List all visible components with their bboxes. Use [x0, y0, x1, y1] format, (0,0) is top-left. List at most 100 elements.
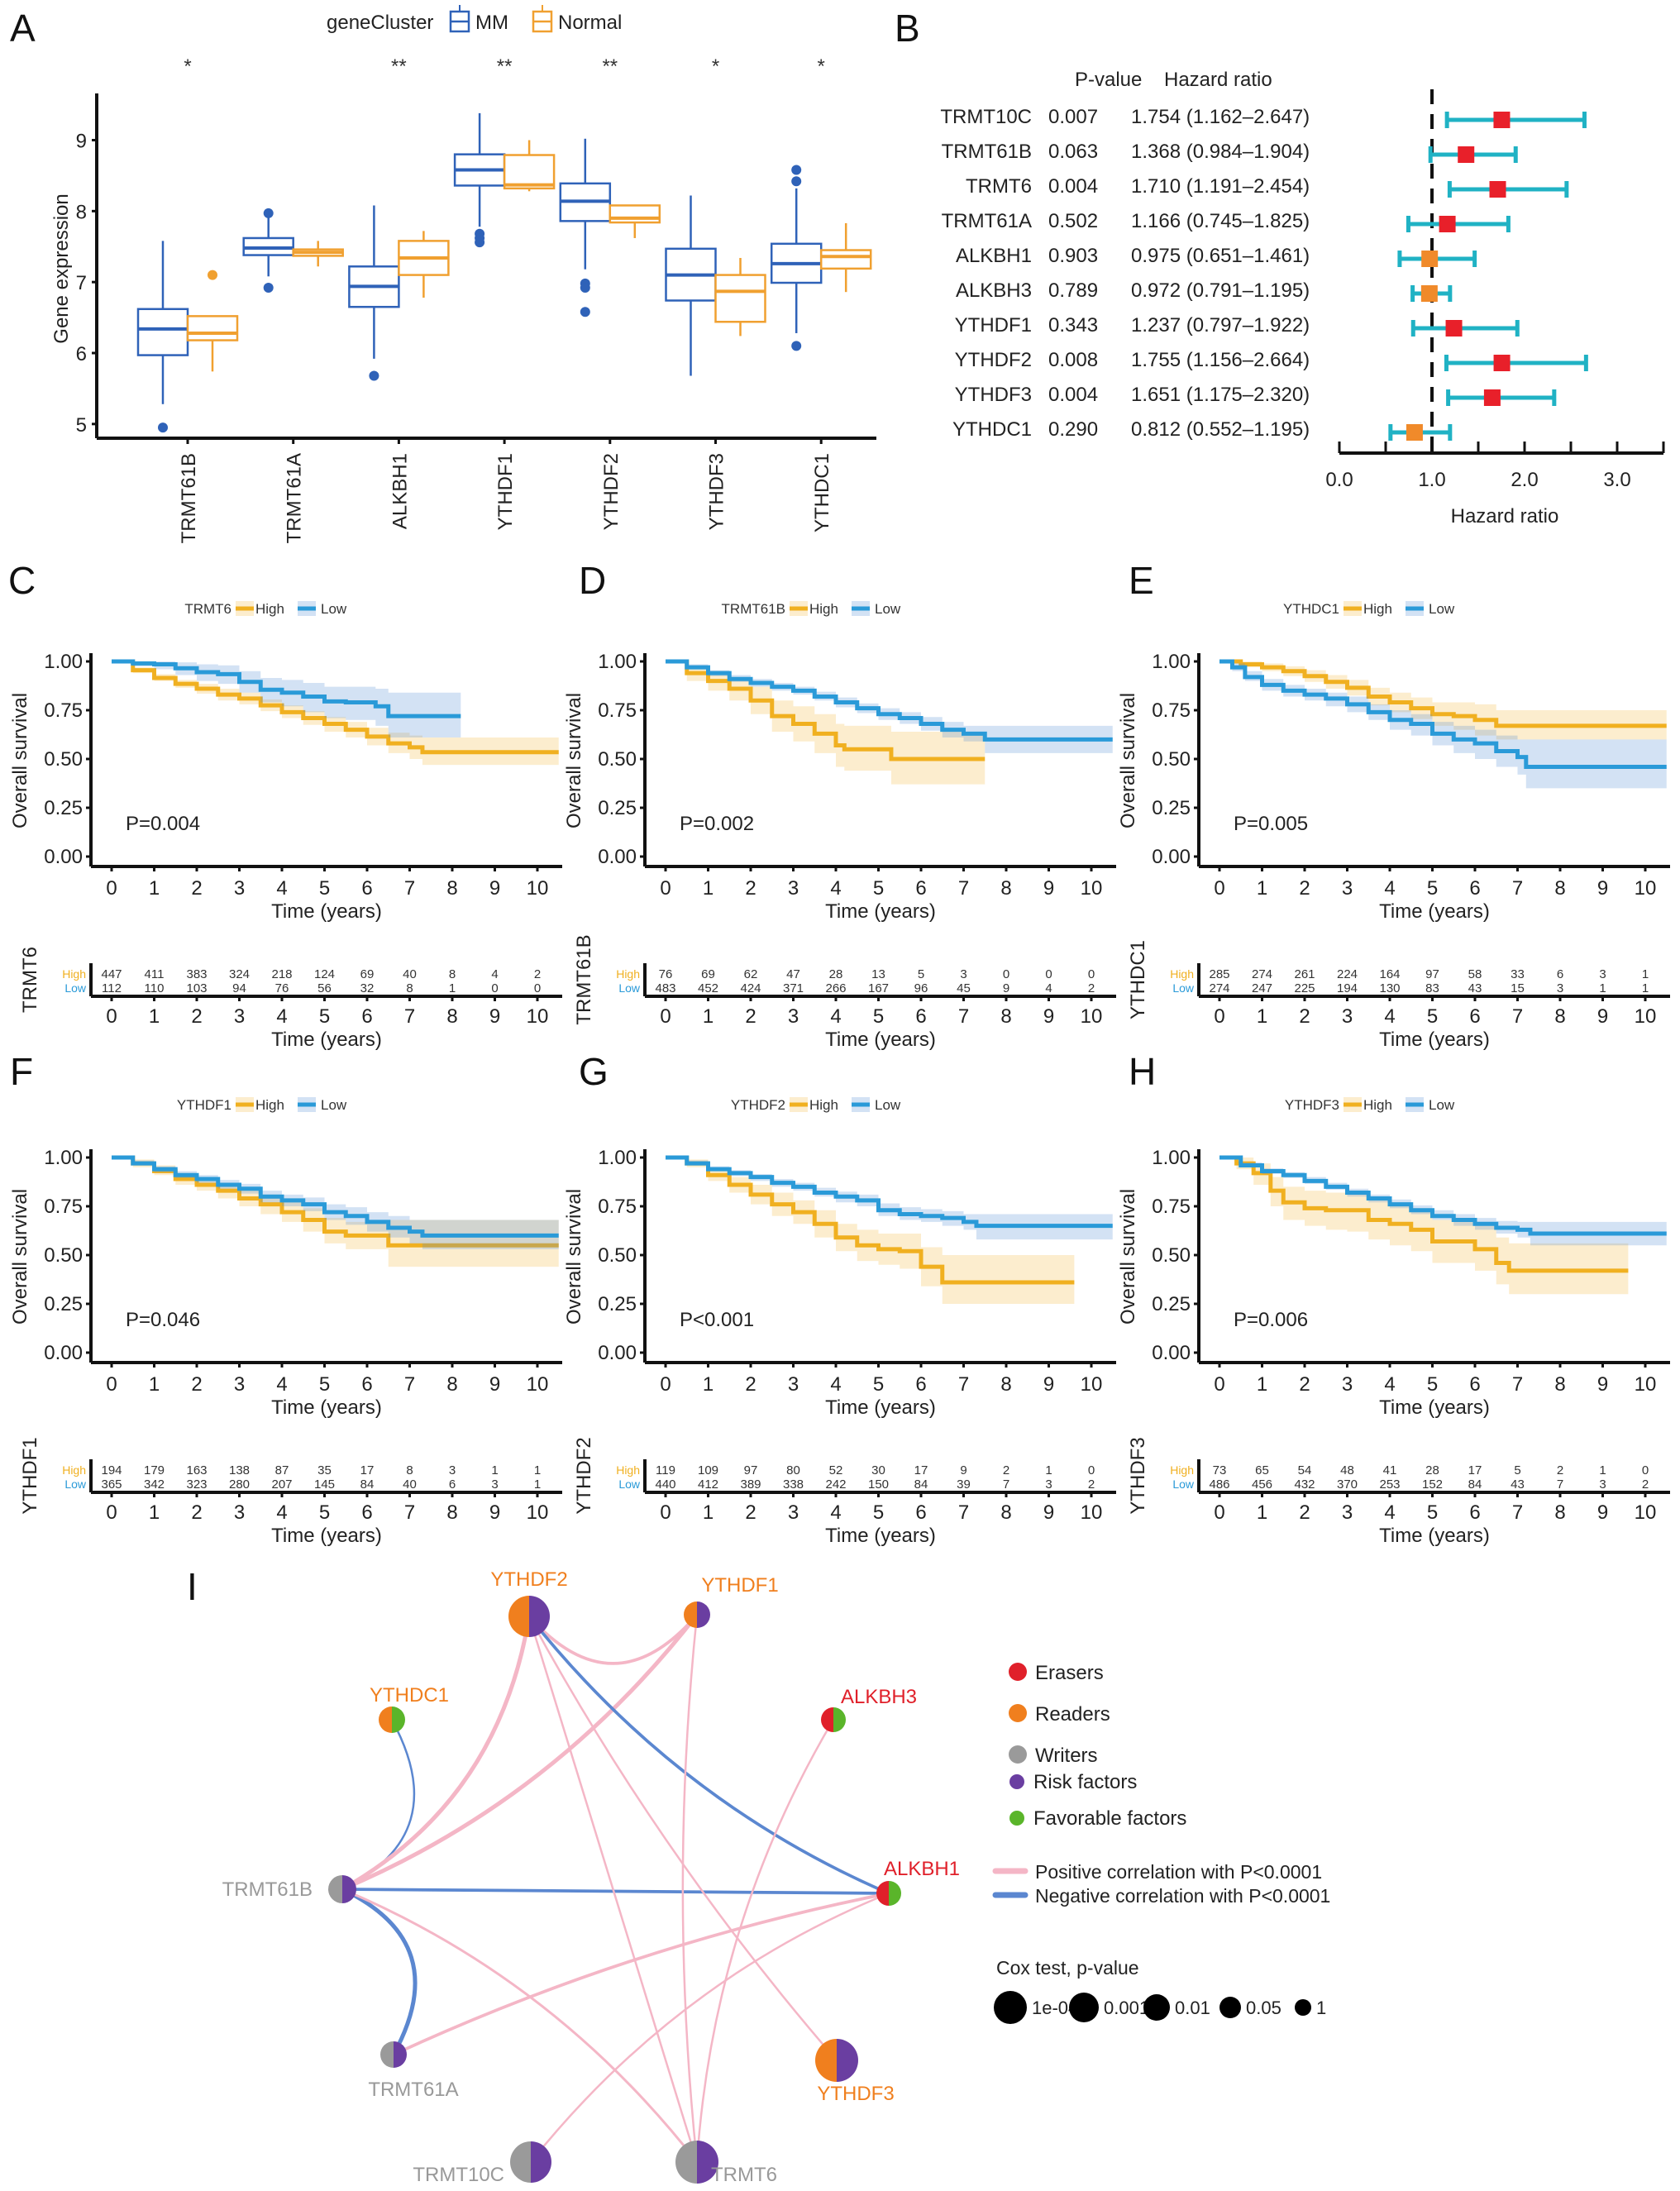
risk-x-tick-label: 10	[1081, 1501, 1103, 1524]
risk-count-high: 1	[1642, 967, 1649, 981]
risk-x-axis-label: Time (years)	[271, 1029, 382, 1051]
hr-marker	[1406, 424, 1423, 441]
risk-count-high: 13	[871, 967, 885, 981]
x-tick-label: 5	[1427, 1373, 1438, 1396]
hr-text: 1.237 (0.797–1.922)	[1131, 314, 1310, 337]
risk-x-tick-label: 1	[1257, 1005, 1267, 1028]
risk-count-low: 6	[449, 1477, 456, 1492]
risk-count-high: 30	[871, 1463, 885, 1477]
risk-label-high: High	[616, 1463, 640, 1477]
risk-x-tick-label: 3	[234, 1005, 245, 1028]
p-value-annotation: P=0.002	[680, 813, 754, 835]
significance-marker: **	[391, 55, 407, 78]
risk-count-high: 124	[314, 967, 335, 981]
x-axis-label: Hazard ratio	[1451, 505, 1559, 527]
x-tick-label: 1	[703, 1373, 714, 1396]
risk-count-low: 43	[1511, 1477, 1525, 1492]
risk-count-high: 411	[145, 967, 165, 981]
x-tick-label: 10	[527, 1373, 549, 1396]
risk-count-low: 1	[449, 981, 456, 995]
x-tick-label: 6	[361, 877, 372, 900]
survival-curve-low	[666, 659, 1113, 742]
size-legend-circle	[1219, 1997, 1241, 2018]
y-tick-label: 0.50	[598, 748, 637, 771]
risk-count-low: 342	[144, 1477, 165, 1492]
hr-text: 1.651 (1.175–2.320)	[1131, 384, 1310, 406]
risk-count-high: 3	[1599, 967, 1606, 981]
p-value-annotation: P=0.005	[1234, 813, 1308, 835]
x-tick-label: 6	[1469, 877, 1480, 900]
risk-count-low: 3	[1599, 1477, 1606, 1492]
legend-label-low: Low	[875, 1097, 901, 1113]
node-label: TRMT10C	[413, 2164, 504, 2186]
risk-count-high: 69	[701, 967, 715, 981]
risk-count-low: 103	[186, 981, 207, 995]
x-tick-label: 8	[446, 1373, 457, 1396]
legend-label-low: Low	[1429, 1097, 1455, 1113]
risk-x-tick-label: 6	[361, 1005, 372, 1028]
risk-count-high: 80	[786, 1463, 800, 1477]
node-role-half	[815, 2039, 837, 2082]
risk-count-high: 194	[101, 1463, 122, 1477]
legend-edge-label: Negative correlation with P<0.0001	[1035, 1885, 1330, 1907]
box-mm-trmt61b	[136, 241, 189, 433]
forest-row-trmt61a: TRMT61A 0.502 1.166 (0.745–1.825)	[942, 210, 1511, 232]
risk-x-tick-label: 9	[489, 1005, 500, 1028]
ci-band-high	[112, 661, 559, 766]
node-role-half	[379, 1706, 392, 1733]
edge-trmt61b-trmt6	[341, 1888, 699, 2163]
node-label: TRMT61A	[368, 2079, 458, 2101]
pvalue-text: 0.903	[1048, 245, 1098, 267]
risk-x-tick-label: 7	[1512, 1501, 1523, 1524]
box-iqr	[136, 308, 189, 356]
survival-curve-high	[112, 659, 559, 755]
ci-band-low	[112, 661, 461, 738]
survival-curve-low	[666, 1155, 1113, 1229]
risk-count-high: 17	[914, 1463, 928, 1477]
risk-count-low: 432	[1294, 1477, 1315, 1492]
risk-count-high: 47	[786, 967, 800, 981]
risk-count-high: 0	[1088, 1463, 1095, 1477]
risk-count-high: 0	[1088, 967, 1095, 981]
legend-label-low: Low	[1429, 601, 1455, 617]
outlier-point	[475, 237, 485, 248]
x-tick-label: 6	[915, 1373, 926, 1396]
survival-curve-low	[1219, 659, 1667, 769]
risk-count-high: 17	[360, 1463, 375, 1477]
risk-count-low: 242	[825, 1477, 846, 1492]
risk-x-tick-label: 0	[1214, 1005, 1224, 1028]
x-tick-label: 1.0	[1418, 469, 1445, 491]
risk-count-high: 274	[1252, 967, 1272, 981]
ci-band-low	[112, 1158, 559, 1249]
x-tick-label: 0.0	[1325, 469, 1353, 491]
risk-x-tick-label: 3	[788, 1005, 799, 1028]
risk-count-low: 96	[914, 981, 928, 995]
y-tick-label: 0.75	[44, 699, 83, 722]
edge-alkbh1-trmt10c	[530, 1892, 890, 2163]
box-iqr	[714, 274, 766, 323]
x-tick-label: 8	[1000, 1373, 1011, 1396]
risk-x-tick-label: 7	[404, 1501, 415, 1524]
outlier-point	[208, 270, 217, 280]
legend-label-low: Low	[875, 601, 901, 617]
risk-count-low: 167	[868, 981, 889, 995]
forest-row-ythdf1: YTHDF1 0.343 1.237 (0.797–1.922)	[955, 314, 1520, 337]
significance-marker: **	[497, 55, 513, 78]
legend-title: geneCluster	[327, 12, 433, 34]
risk-count-low: 7	[1003, 1477, 1009, 1492]
y-axis-label: Overall survival	[563, 693, 585, 828]
edge-alkbh3-trmt6	[695, 1719, 835, 2163]
risk-count-high: 73	[1213, 1463, 1227, 1477]
y-tick-label: 0.75	[1152, 1196, 1191, 1218]
risk-x-tick-label: 2	[191, 1501, 202, 1524]
hr-marker	[1489, 181, 1506, 198]
edge-ythdf1-trmt6	[681, 1614, 699, 2163]
hr-text: 0.972 (0.791–1.195)	[1131, 279, 1310, 302]
outlier-point	[580, 307, 590, 317]
risk-count-high: 218	[271, 967, 292, 981]
pvalue-text: 0.004	[1048, 175, 1098, 198]
risk-count-high: 1	[1045, 1463, 1052, 1477]
